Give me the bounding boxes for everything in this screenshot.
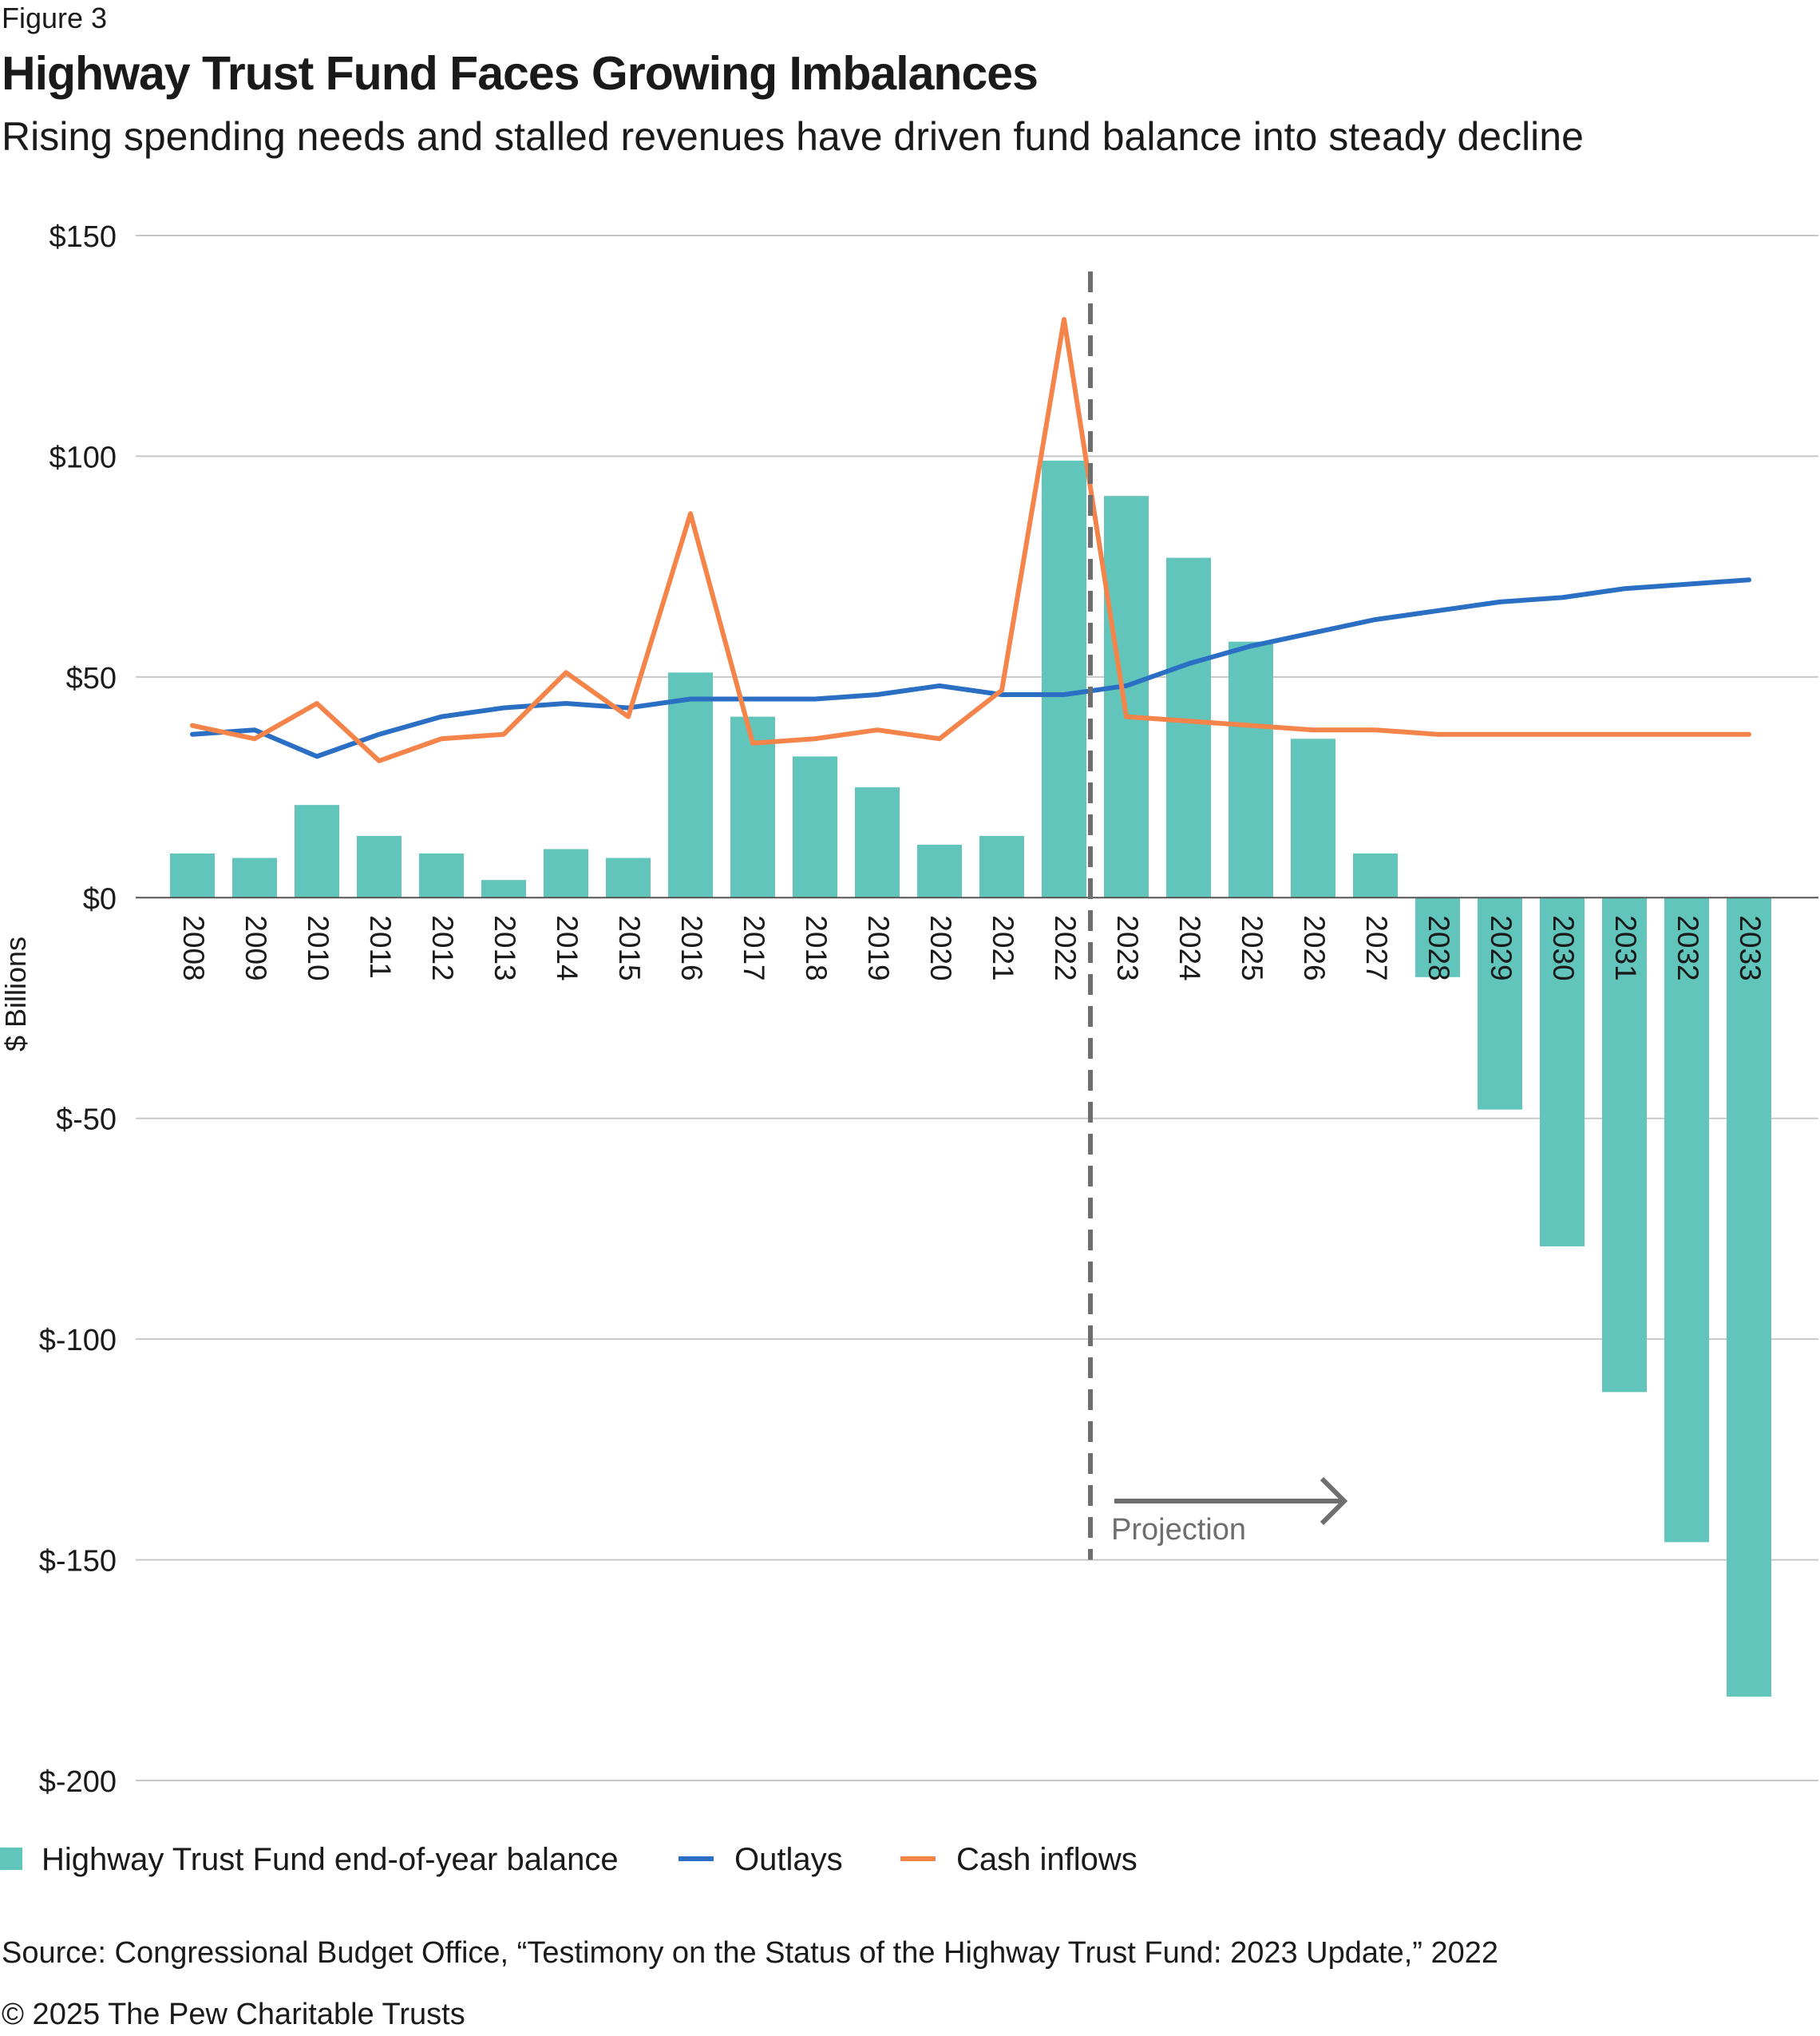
x-tick-label: 2020 bbox=[924, 915, 957, 980]
x-tick-label: 2010 bbox=[302, 915, 334, 980]
x-tick-label: 2008 bbox=[177, 915, 210, 980]
y-tick-label: $-100 bbox=[39, 1324, 117, 1357]
legend-label: Cash inflows bbox=[956, 1842, 1138, 1877]
balance-bar bbox=[295, 805, 339, 898]
x-tick-label: 2027 bbox=[1360, 915, 1393, 980]
balance-bar bbox=[1540, 897, 1585, 1247]
y-tick-label: $-50 bbox=[56, 1103, 117, 1137]
x-tick-label: 2026 bbox=[1298, 915, 1331, 980]
chart-subtitle: Rising spending needs and stalled revenu… bbox=[2, 114, 1584, 159]
x-tick-label: 2029 bbox=[1485, 915, 1517, 980]
legend-swatch bbox=[0, 1848, 22, 1870]
x-tick-label: 2017 bbox=[738, 915, 770, 980]
y-tick-label: $-200 bbox=[39, 1765, 117, 1799]
x-tick-labels: 2008 2009 2010 2011 2012 2013 2014 2015 2016 2017… bbox=[177, 915, 1767, 980]
figure-label: Figure 3 bbox=[2, 2, 108, 34]
balance-bar bbox=[419, 854, 464, 898]
x-tick-label: 2025 bbox=[1236, 915, 1268, 980]
legend-label: Highway Trust Fund end-of-year balance bbox=[42, 1842, 619, 1877]
balance-bar bbox=[606, 858, 651, 898]
x-tick-label: 2009 bbox=[239, 915, 272, 980]
chart-title: Highway Trust Fund Faces Growing Imbalan… bbox=[2, 47, 1039, 100]
copyright-note: © 2025 The Pew Charitable Trusts bbox=[2, 1998, 465, 2031]
y-tick-label: $150 bbox=[49, 220, 117, 254]
balance-bar bbox=[1104, 496, 1149, 898]
balance-bar bbox=[979, 835, 1024, 898]
x-tick-label: 2024 bbox=[1173, 915, 1206, 980]
balance-bar bbox=[855, 787, 900, 898]
y-axis-label: $ Billions bbox=[0, 937, 32, 1052]
x-tick-label: 2022 bbox=[1049, 915, 1082, 980]
balance-bar bbox=[793, 756, 837, 898]
balance-bar bbox=[1727, 897, 1771, 1697]
x-tick-label: 2031 bbox=[1609, 915, 1642, 980]
balance-bar bbox=[1042, 460, 1086, 898]
gridlines bbox=[136, 235, 1818, 1781]
projection-label: Projection bbox=[1111, 1513, 1246, 1547]
balance-bar bbox=[1478, 897, 1522, 1110]
x-tick-label: 2018 bbox=[800, 915, 833, 980]
x-tick-label: 2012 bbox=[426, 915, 459, 980]
x-tick-label: 2033 bbox=[1734, 915, 1767, 980]
x-tick-label: 2011 bbox=[364, 915, 397, 979]
balance-bar bbox=[1415, 897, 1460, 977]
x-tick-label: 2016 bbox=[675, 915, 708, 980]
x-tick-label: 2013 bbox=[489, 915, 521, 980]
balance-bar bbox=[1602, 897, 1647, 1392]
x-tick-label: 2021 bbox=[987, 915, 1019, 980]
projection-arrowhead-icon bbox=[1320, 1476, 1348, 1526]
cash-inflows-line bbox=[190, 317, 1751, 763]
y-tick-label: $-150 bbox=[39, 1545, 117, 1578]
x-tick-label: 2032 bbox=[1672, 915, 1704, 980]
y-tick-label: $50 bbox=[66, 662, 117, 695]
outlays-line bbox=[190, 577, 1751, 759]
x-tick-label: 2015 bbox=[613, 915, 646, 980]
balance-bar bbox=[730, 716, 775, 898]
balance-bar bbox=[1166, 557, 1211, 898]
y-tick-labels: $150 $100 $50 $0 $-50 $-100 $-150 $-200 bbox=[39, 220, 117, 1799]
balance-bar bbox=[357, 835, 402, 898]
balance-bar bbox=[170, 854, 215, 898]
balance-bar bbox=[1228, 641, 1273, 898]
balance-bar bbox=[1353, 854, 1398, 898]
legend-label: Outlays bbox=[734, 1842, 843, 1877]
balance-bar bbox=[917, 844, 962, 898]
series-lines bbox=[190, 317, 1751, 763]
y-tick-label: $100 bbox=[49, 441, 117, 474]
balance-bar bbox=[232, 858, 277, 898]
chart: $150 $100 $50 $0 $-50 $-100 $-150 $-200 $ Billi… bbox=[0, 220, 1818, 1877]
x-tick-label: 2019 bbox=[862, 915, 895, 980]
x-tick-label: 2023 bbox=[1111, 915, 1144, 980]
y-tick-label: $0 bbox=[83, 882, 117, 916]
balance-bar bbox=[1291, 739, 1335, 898]
x-tick-label: 2030 bbox=[1547, 915, 1580, 980]
legend: Highway Trust Fund end-of-year balance Ou… bbox=[0, 1842, 1138, 1877]
balance-bar bbox=[544, 849, 588, 898]
projection-annotation: Projection bbox=[1088, 271, 1348, 1560]
balance-bar bbox=[481, 880, 526, 898]
source-note: Source: Congressional Budget Office, “Te… bbox=[2, 1936, 1499, 1970]
balance-bar bbox=[668, 672, 713, 898]
balance-bars bbox=[170, 460, 1771, 1697]
x-tick-label: 2014 bbox=[551, 915, 584, 980]
balance-bar bbox=[1664, 897, 1709, 1543]
x-tick-label: 2028 bbox=[1422, 915, 1455, 980]
